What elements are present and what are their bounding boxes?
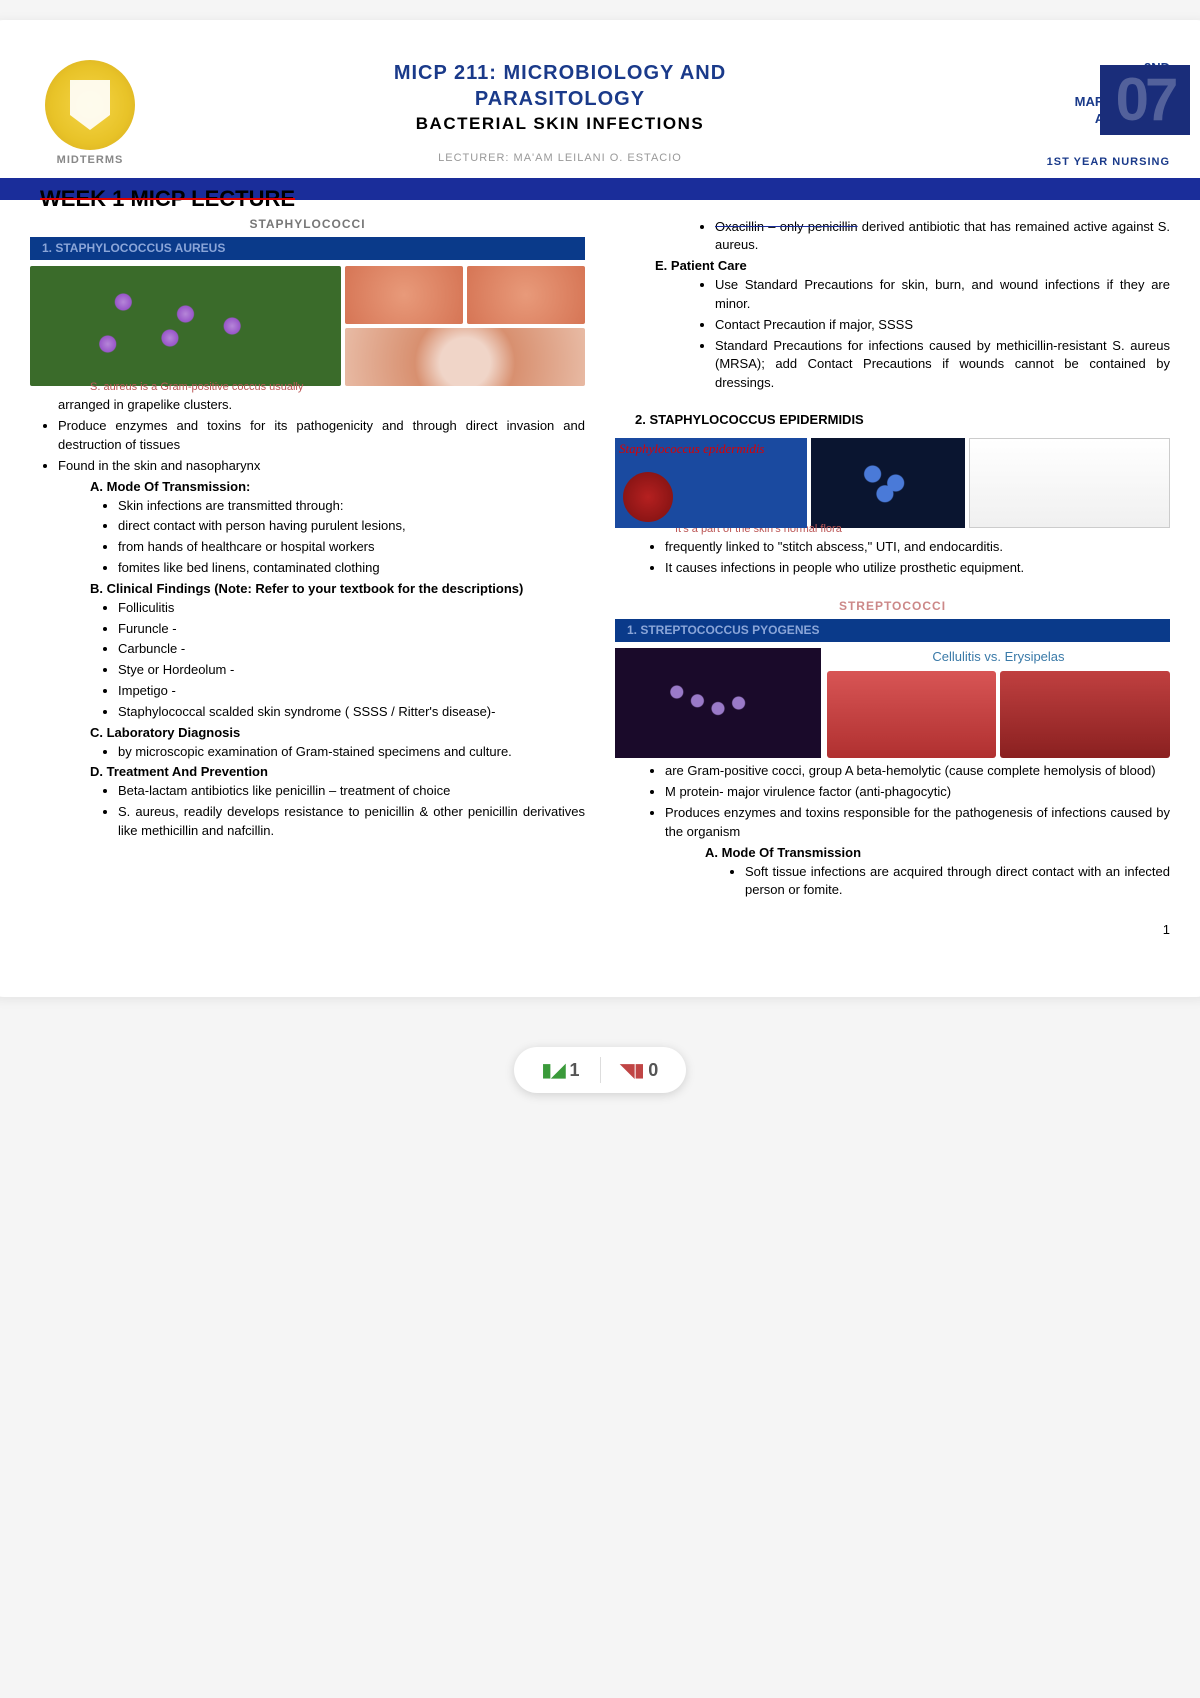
strep-subsection: A. Mode Of Transmission Soft tissue infe… xyxy=(615,844,1170,901)
strep-transmission-list: Soft tissue infections are acquired thro… xyxy=(705,863,1170,901)
lecturer-label: LECTURER: MA'AM LEILANI O. ESTACIO xyxy=(170,152,950,164)
lecture-number-badge: 07 xyxy=(1100,65,1190,135)
university-logo xyxy=(45,60,135,150)
cellulitis-block: Cellulitis vs. Erysipelas xyxy=(827,648,1170,758)
section-a-heading: A. Mode Of Transmission: xyxy=(90,478,585,497)
upvote-count: 1 xyxy=(569,1060,579,1080)
list-item: Skin infections are transmitted through: xyxy=(118,497,585,516)
list-item: from hands of healthcare or hospital wor… xyxy=(118,538,585,557)
list-item: Impetigo - xyxy=(118,682,585,701)
list-item: Staphylococcal scalded skin syndrome ( S… xyxy=(118,703,585,722)
list-item: fomites like bed linens, contaminated cl… xyxy=(118,559,585,578)
skin-images-grid xyxy=(345,266,585,386)
list-item: Contact Precaution if major, SSSS xyxy=(715,316,1170,335)
list-item: Produces enzymes and toxins responsible … xyxy=(665,804,1170,842)
epidermidis-list: frequently linked to "stitch abscess," U… xyxy=(615,538,1170,578)
list-item: Produce enzymes and toxins for its patho… xyxy=(58,417,585,455)
course-subtitle: BACTERIAL SKIN INFECTIONS xyxy=(170,114,950,134)
strep-list: are Gram-positive cocci, group A beta-he… xyxy=(615,762,1170,841)
furuncle-image xyxy=(467,266,585,324)
epidermidis-diagram-image xyxy=(969,438,1170,528)
staph-aureus-banner: 1. STAPHYLOCOCCUS AUREUS xyxy=(30,237,585,260)
content-columns: STAPHYLOCOCCI 1. STAPHYLOCOCCUS AUREUS S… xyxy=(30,212,1170,903)
course-title-line1: MICP 211: MICROBIOLOGY AND xyxy=(170,60,950,86)
section-d-heading: D. Treatment And Prevention xyxy=(90,763,585,782)
section-c-heading: C. Laboratory Diagnosis xyxy=(90,724,585,743)
cocci-micrograph-image xyxy=(30,266,341,386)
lab-diagnosis-list: by microscopic examination of Gram-stain… xyxy=(90,743,585,762)
subsections: A. Mode Of Transmission: Skin infections… xyxy=(30,478,585,841)
list-item: Furuncle - xyxy=(118,620,585,639)
leg-images xyxy=(827,671,1170,758)
folliculitis-image xyxy=(345,266,463,324)
epidermidis-images: Staphylococcus epidermidis xyxy=(615,438,1170,528)
transmission-list: Skin infections are transmitted through:… xyxy=(90,497,585,578)
left-column: STAPHYLOCOCCI 1. STAPHYLOCOCCUS AUREUS S… xyxy=(30,212,585,903)
cellulitis-title: Cellulitis vs. Erysipelas xyxy=(827,648,1170,667)
document-page: MIDTERMS MICP 211: MICROBIOLOGY AND PARA… xyxy=(0,20,1200,997)
week-title: WEEK 1 MICP LECTURE xyxy=(40,186,1170,212)
strep-images: Cellulitis vs. Erysipelas xyxy=(615,648,1170,758)
midterms-label: MIDTERMS xyxy=(30,154,150,166)
section-e-heading: E. Patient Care xyxy=(655,257,1170,276)
thumb-down-icon: ◥▮ xyxy=(621,1060,645,1080)
patient-care-list: Use Standard Precautions for skin, burn,… xyxy=(655,276,1170,393)
section-b-heading: B. Clinical Findings (Note: Refer to you… xyxy=(90,580,585,599)
strep-section-a-heading: A. Mode Of Transmission xyxy=(705,844,1170,863)
section-e-wrap: E. Patient Care Use Standard Precautions… xyxy=(615,257,1170,393)
page-header: MIDTERMS MICP 211: MICROBIOLOGY AND PARA… xyxy=(30,60,1170,168)
list-item: Standard Precautions for infections caus… xyxy=(715,337,1170,394)
list-item: It causes infections in people who utili… xyxy=(665,559,1170,578)
list-item: Stye or Hordeolum - xyxy=(118,661,585,680)
course-title-line2: PARASITOLOGY xyxy=(170,86,950,112)
epidermidis-plate-image: Staphylococcus epidermidis xyxy=(615,438,807,528)
list-item: Soft tissue infections are acquired thro… xyxy=(745,863,1170,901)
vote-bar: ▮◢1 ◥▮0 xyxy=(514,1047,687,1093)
thumb-up-icon: ▮◢ xyxy=(542,1060,566,1080)
list-item: Found in the skin and nasopharynx xyxy=(58,457,585,476)
streptococci-label: STREPTOCOCCI xyxy=(615,598,1170,615)
staph-epidermidis-heading: 2. STAPHYLOCOCCUS EPIDERMIDIS xyxy=(635,411,1170,430)
list-item: by microscopic examination of Gram-stain… xyxy=(118,743,585,762)
list-item: S. aureus, readily develops resistance t… xyxy=(118,803,585,841)
clinical-findings-list: Folliculitis Furuncle - Carbuncle - Stye… xyxy=(90,599,585,722)
list-item: arranged in grapelike clusters. xyxy=(58,396,585,415)
downvote-button[interactable]: ◥▮0 xyxy=(621,1060,659,1081)
list-item: Oxacillin – only penicillin derived anti… xyxy=(715,218,1170,256)
page-number: 1 xyxy=(30,922,1170,937)
cellulitis-image xyxy=(827,671,997,758)
list-item: are Gram-positive cocci, group A beta-he… xyxy=(665,762,1170,781)
epidermidis-micrograph-image xyxy=(811,438,964,528)
vote-divider xyxy=(600,1057,601,1083)
list-item: direct contact with person having purule… xyxy=(118,517,585,536)
list-item: Beta-lactam antibiotics like penicillin … xyxy=(118,782,585,801)
list-item: Use Standard Precautions for skin, burn,… xyxy=(715,276,1170,314)
carbuncle-image xyxy=(345,328,585,386)
list-item: Carbuncle - xyxy=(118,640,585,659)
staph-aureus-list: arranged in grapelike clusters. Produce … xyxy=(30,396,585,475)
erysipelas-image xyxy=(1000,671,1170,758)
list-item: M protein- major virulence factor (anti-… xyxy=(665,783,1170,802)
staph-aureus-images xyxy=(30,266,585,386)
strep-pyogenes-banner: 1. STREPTOCOCCUS PYOGENES xyxy=(615,619,1170,642)
year-level-label: 1ST YEAR NURSING xyxy=(970,156,1170,168)
upvote-button[interactable]: ▮◢1 xyxy=(542,1060,580,1081)
title-block: MICP 211: MICROBIOLOGY AND PARASITOLOGY … xyxy=(170,60,950,164)
list-item: Folliculitis xyxy=(118,599,585,618)
logo-block: MIDTERMS xyxy=(30,60,150,166)
right-column: Oxacillin – only penicillin derived anti… xyxy=(615,212,1170,903)
treatment-cont-list: Oxacillin – only penicillin derived anti… xyxy=(615,218,1170,256)
list-item: frequently linked to "stitch abscess," U… xyxy=(665,538,1170,557)
treatment-list: Beta-lactam antibiotics like penicillin … xyxy=(90,782,585,841)
downvote-count: 0 xyxy=(648,1060,658,1080)
staphylococci-label: STAPHYLOCOCCI xyxy=(30,216,585,233)
strep-micrograph-image xyxy=(615,648,821,758)
semester-block: 07 2ND SEMESTE MARCH 22, 202 AY 2021-202… xyxy=(970,60,1170,168)
